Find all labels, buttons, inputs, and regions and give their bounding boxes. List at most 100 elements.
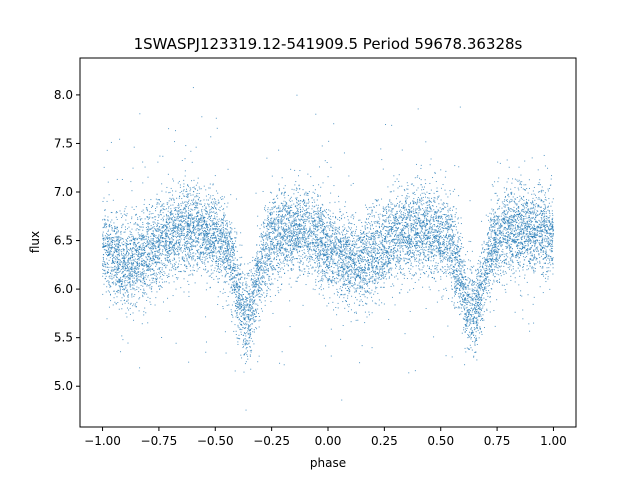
data-point	[290, 216, 292, 218]
data-point	[120, 254, 122, 256]
data-point	[102, 265, 104, 267]
data-point	[328, 264, 330, 266]
data-point	[539, 220, 541, 222]
data-point	[152, 256, 154, 258]
data-point	[214, 229, 216, 231]
data-point	[370, 250, 372, 252]
data-point	[217, 260, 219, 262]
data-point	[345, 271, 347, 273]
data-point	[243, 323, 245, 325]
data-point	[184, 170, 186, 172]
data-point	[478, 271, 480, 273]
data-point	[296, 202, 298, 204]
data-point	[293, 239, 295, 241]
data-point	[157, 242, 159, 244]
data-point	[165, 242, 167, 244]
data-point	[482, 263, 484, 265]
data-point	[296, 211, 298, 213]
data-point	[191, 256, 193, 258]
data-point	[505, 232, 507, 234]
data-point	[366, 252, 368, 254]
data-point	[364, 240, 366, 242]
data-point	[394, 276, 396, 278]
data-point	[423, 209, 425, 211]
data-point	[295, 220, 297, 222]
data-point	[541, 240, 543, 242]
data-point	[282, 246, 284, 248]
data-point	[325, 245, 327, 247]
data-point	[185, 196, 187, 198]
data-point	[175, 233, 177, 235]
data-point	[184, 221, 186, 223]
data-point	[148, 242, 150, 244]
data-point	[388, 257, 390, 259]
data-point	[241, 321, 243, 323]
data-point	[118, 252, 120, 254]
data-point	[328, 140, 330, 142]
data-point	[137, 267, 139, 269]
data-point	[373, 236, 375, 238]
data-point	[165, 254, 167, 256]
data-point	[379, 266, 381, 268]
data-point	[218, 258, 220, 260]
data-point	[410, 223, 412, 225]
data-point	[133, 256, 135, 258]
data-point	[522, 256, 524, 258]
data-point	[532, 216, 534, 218]
data-point	[278, 226, 280, 228]
data-point	[193, 232, 195, 234]
data-point	[208, 239, 210, 241]
data-point	[508, 261, 510, 263]
data-point	[283, 217, 285, 219]
data-point	[454, 277, 456, 279]
data-point	[240, 299, 242, 301]
data-point	[272, 249, 274, 251]
data-point	[389, 242, 391, 244]
data-point	[287, 194, 289, 196]
data-point	[330, 225, 332, 227]
data-point	[312, 221, 314, 223]
data-point	[504, 226, 506, 228]
data-point	[420, 273, 422, 275]
data-point	[399, 251, 401, 253]
data-point	[351, 260, 353, 262]
data-point	[311, 231, 313, 233]
data-point	[232, 257, 234, 259]
data-point	[529, 238, 531, 240]
data-point	[517, 214, 519, 216]
data-point	[425, 249, 427, 251]
data-point	[210, 252, 212, 254]
data-point	[533, 258, 535, 260]
data-point	[333, 123, 335, 125]
data-point	[263, 275, 265, 277]
data-point	[424, 225, 426, 227]
data-point	[477, 292, 479, 294]
data-point	[368, 213, 370, 215]
data-point	[337, 294, 339, 296]
data-point	[274, 237, 276, 239]
data-point	[205, 195, 207, 197]
data-point	[329, 221, 331, 223]
data-point	[177, 239, 179, 241]
data-point	[473, 304, 475, 306]
data-point	[189, 238, 191, 240]
data-point	[308, 237, 310, 239]
data-point	[419, 235, 421, 237]
data-point	[511, 220, 513, 222]
data-point	[301, 234, 303, 236]
data-point	[196, 240, 198, 242]
data-point	[205, 226, 207, 228]
data-point	[103, 238, 105, 240]
data-point	[196, 270, 198, 272]
data-point	[449, 250, 451, 252]
data-point	[187, 184, 189, 186]
data-point	[500, 241, 502, 243]
data-point	[499, 205, 501, 207]
data-point	[149, 258, 151, 260]
data-point	[362, 259, 364, 261]
data-point	[402, 234, 404, 236]
data-point	[473, 306, 475, 308]
data-point	[494, 246, 496, 248]
data-point	[389, 254, 391, 256]
data-point	[116, 238, 118, 240]
